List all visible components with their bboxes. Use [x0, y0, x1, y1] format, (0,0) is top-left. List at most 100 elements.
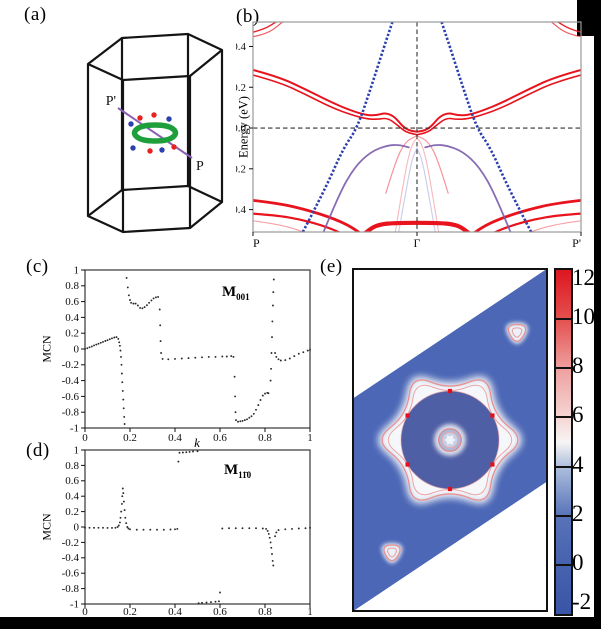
heatmap-area: [352, 268, 548, 612]
mcn-d-y-axis-title: MCN: [39, 513, 54, 541]
band-conduction-red-2: [416, 74, 581, 136]
band-conduction-red-1: [253, 68, 418, 133]
band-faint-arc-1: [416, 135, 449, 194]
svg-text:0.8: 0.8: [65, 280, 79, 292]
band-conduction-red-2: [253, 74, 418, 136]
brillouin-zone-diagram: P' P: [86, 32, 224, 234]
colorbar: [554, 268, 573, 616]
triangle-glow-0: [506, 322, 528, 344]
svg-text:0.6: 0.6: [65, 475, 79, 487]
band-valence-faint-low: [528, 220, 581, 232]
band-faint-blue-arc: [398, 147, 418, 232]
svg-text:0.0: 0.0: [236, 123, 247, 135]
weyl-points: [128, 112, 177, 154]
colorbar-tick-label: 6: [572, 402, 584, 428]
svg-text:0.6: 0.6: [65, 296, 79, 308]
svg-text:0.4: 0.4: [168, 606, 182, 618]
plot-frame: [84, 449, 311, 605]
mcn-c-x-axis-title: k: [194, 435, 200, 450]
colorbar-tick: [556, 367, 571, 370]
svg-text:-0.6: -0.6: [62, 391, 80, 403]
colorbar-tick: [556, 563, 571, 566]
svg-text:0.2: 0.2: [65, 328, 79, 340]
x-ticks: P Γ P': [252, 232, 582, 250]
y-ticks: 1 0.8 0.6 0.4 0.2 0 -0.2 -0.4 -0.6 -0.8 -1: [62, 444, 85, 610]
band-valence-faint-low: [253, 220, 306, 232]
svg-text:P: P: [253, 236, 260, 250]
nodal-ring: [131, 122, 179, 144]
plot-frame: [84, 269, 311, 429]
x-ticks: 0 0.2 0.4 0.6 0.8 1: [82, 428, 313, 444]
svg-text:0.8: 0.8: [258, 606, 272, 618]
p-pprime-line: [117, 107, 193, 159]
star-contour-inner: [387, 384, 513, 496]
frame-bottom-bar: [0, 617, 601, 629]
mirror-chern-label-110: M11̄0: [224, 462, 251, 480]
colorbar-tick-label: 2: [572, 500, 584, 526]
svg-text:-0.2: -0.2: [236, 163, 246, 175]
mcn-110-plot: 10.80.60.40.20-0.2-0.4-0.6-0.8-10 0.2 0.4 0…: [62, 444, 313, 618]
colorbar-tick-label: 4: [572, 451, 584, 477]
berry-curvature-heatmap: [352, 268, 548, 612]
triangle-contour-inner-1: [387, 547, 397, 558]
plot-frame: [352, 268, 548, 612]
band-dirac-blue: [301, 22, 394, 232]
svg-text:1: 1: [74, 444, 80, 456]
triangle-contour-inner-0: [511, 327, 523, 338]
svg-text:1: 1: [307, 432, 313, 444]
y-ticks: 0.4 0.2 0.0 -0.2 -0.4: [236, 41, 253, 216]
p-prime-label: P': [106, 94, 116, 109]
svg-text:0.8: 0.8: [258, 432, 272, 444]
mcn-001-plot: 10.80.60.40.20-0.2-0.4-0.6-0.8-10 0.2 0.4 0…: [62, 264, 313, 444]
triangle-contour-outer-1: [383, 544, 401, 562]
svg-text:0.6: 0.6: [213, 606, 227, 618]
mirror-label-base: M: [224, 462, 239, 478]
colorbar-tick: [556, 514, 571, 517]
p-label: P: [196, 159, 204, 174]
svg-text:Γ: Γ: [414, 236, 421, 250]
mcn-points: [84, 450, 311, 605]
band-valence-heavy-1: [253, 198, 361, 232]
svg-text:1: 1: [307, 606, 313, 618]
panel-d-label: (d): [26, 440, 50, 461]
band-faint-arc-2: [416, 138, 440, 232]
panel-e-label: (e): [320, 256, 343, 277]
svg-text:-0.8: -0.8: [62, 407, 80, 419]
frame-right-bar: [594, 0, 601, 629]
svg-text:-0.2: -0.2: [62, 537, 79, 549]
band-faint-arc-2: [394, 138, 418, 232]
band-conduction-red-1: [416, 68, 581, 133]
mirror-label-sub: 11̄0: [238, 470, 252, 480]
svg-text:0.2: 0.2: [123, 432, 137, 444]
band-valence-heavy-2: [253, 212, 341, 232]
svg-text:0.2: 0.2: [123, 606, 137, 618]
weyl-nodes: [405, 388, 495, 492]
panel-c-label: (c): [26, 256, 49, 277]
svg-text:-0.4: -0.4: [62, 552, 80, 564]
svg-text:0: 0: [82, 432, 88, 444]
band-purple-band: [322, 144, 410, 232]
band-dirac-blue: [440, 22, 533, 232]
svg-text:0: 0: [74, 521, 80, 533]
svg-text:-1: -1: [70, 422, 79, 434]
mirror-label-base: M: [222, 284, 237, 300]
triangle-glow-1: [381, 543, 403, 564]
colorbar-tick: [556, 318, 571, 321]
colorbar-tick-label: 8: [572, 353, 584, 379]
band-purple-band: [424, 144, 512, 232]
svg-text:0.6: 0.6: [213, 432, 227, 444]
svg-text:-0.4: -0.4: [236, 204, 246, 216]
svg-text:0.2: 0.2: [65, 506, 79, 518]
band-structure-plot: 0.4 0.2 0.0 -0.2 -0.4 P Γ P': [236, 21, 582, 250]
svg-text:0: 0: [74, 343, 80, 355]
colorbar-tick-label: -2: [572, 589, 592, 614]
svg-text:-0.6: -0.6: [62, 568, 80, 580]
svg-text:-0.8: -0.8: [62, 583, 80, 595]
y-ticks: 1 0.8 0.6 0.4 0.2 0 -0.2 -0.4 -0.6 -0.8 -1: [62, 264, 85, 434]
panel-a-label: (a): [24, 4, 47, 25]
mcn-points: [84, 276, 311, 425]
bands: [253, 22, 581, 232]
band-faint-arc-1: [385, 135, 418, 194]
band-top-corner-2: [550, 22, 581, 38]
